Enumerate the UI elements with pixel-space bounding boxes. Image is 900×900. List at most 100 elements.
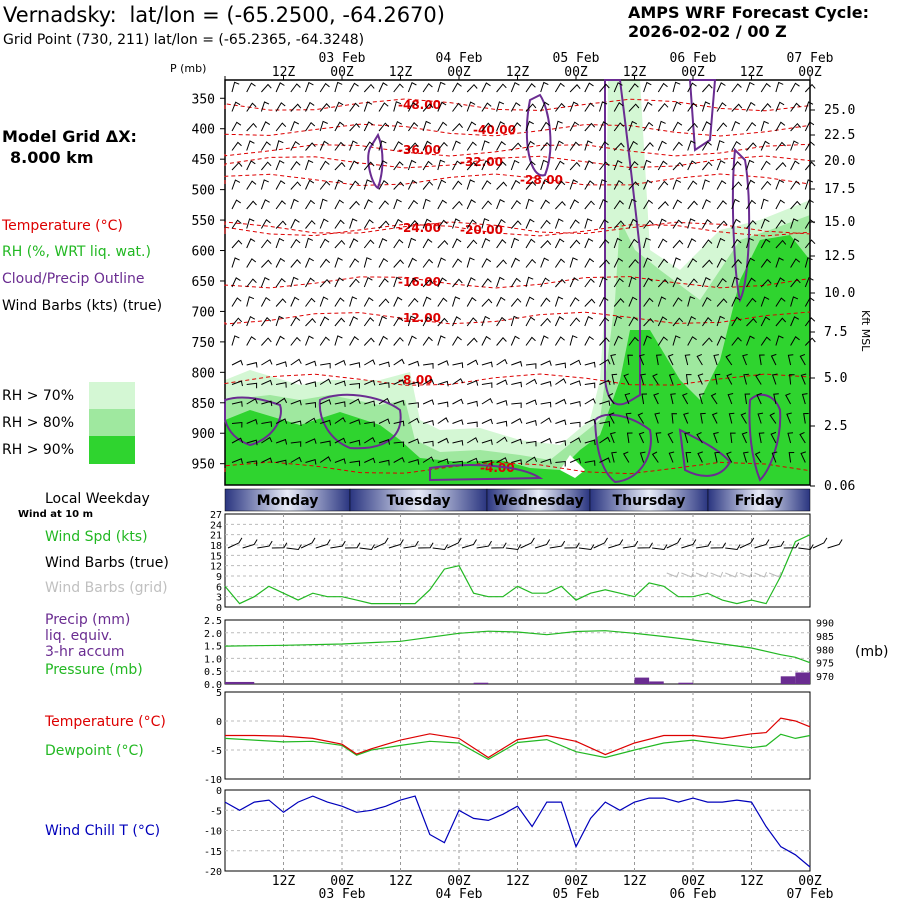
wind-barb xyxy=(584,418,596,425)
wind-barb xyxy=(599,457,611,463)
model-grid-value: 8.000 km xyxy=(10,148,94,167)
wind-barb xyxy=(349,82,359,93)
wind-barb xyxy=(423,440,434,447)
wind-barb xyxy=(770,353,777,366)
wind-barb xyxy=(554,238,565,249)
wind-barb xyxy=(599,239,610,249)
wind-barb xyxy=(731,238,742,249)
wind-barb xyxy=(378,257,389,268)
wind-barb xyxy=(569,317,581,327)
wind-barb xyxy=(672,257,681,268)
wind-barb xyxy=(246,336,256,346)
wind-barb xyxy=(496,161,507,171)
wind-barb xyxy=(275,122,287,132)
wind-ytick-label: 9 xyxy=(216,572,222,583)
surface-wind-barb xyxy=(681,539,697,549)
wind-barb xyxy=(510,257,520,268)
top-date-label: 03 Feb xyxy=(319,51,366,66)
isotherm-label: -8.00 xyxy=(398,373,433,387)
wind-barb xyxy=(804,83,816,93)
wind-barb xyxy=(452,160,462,171)
wind-barb xyxy=(759,354,765,366)
wind-barb xyxy=(746,81,755,93)
weekday-cell xyxy=(707,488,811,512)
wind-barb xyxy=(599,219,609,229)
wind-barb xyxy=(716,140,725,151)
wind-barb xyxy=(611,451,617,463)
wind-barb xyxy=(657,316,668,327)
wind-barb xyxy=(790,278,801,288)
wind-barb xyxy=(701,121,712,132)
wind-barb xyxy=(672,239,684,249)
wind-barb xyxy=(319,316,330,327)
wind-barb xyxy=(378,382,390,388)
wind-barb xyxy=(231,458,243,464)
wind-barb xyxy=(466,359,479,366)
wind-barb xyxy=(408,417,420,424)
wind-barb xyxy=(319,218,329,229)
wind-barb xyxy=(378,361,390,368)
wind-barb xyxy=(393,101,402,112)
wind-barb xyxy=(746,318,757,327)
wind-barb xyxy=(481,122,493,132)
wind-barb xyxy=(525,316,536,327)
wind-barb xyxy=(643,81,652,93)
wind-barb xyxy=(437,417,449,424)
wind-ytick-label: 6 xyxy=(216,582,222,593)
wind-barb xyxy=(584,218,593,229)
top-date-label: 07 Feb xyxy=(787,51,834,66)
cloud-outline xyxy=(318,393,402,450)
grid-wind-barb xyxy=(681,571,694,578)
wind-barb xyxy=(305,335,314,346)
wind-barb xyxy=(775,317,787,327)
temperature-line xyxy=(225,717,811,759)
precip-ytick-label: 2.5 xyxy=(204,616,222,627)
wind-barb xyxy=(731,296,741,307)
chill-ytick-label: 0 xyxy=(216,786,222,797)
wind-barb xyxy=(349,382,361,389)
wind-barb xyxy=(555,440,567,446)
wind-barb xyxy=(452,439,464,446)
wind-barb xyxy=(276,382,287,388)
wind-barb xyxy=(569,121,580,132)
wind-barb xyxy=(554,180,566,190)
wind-barb xyxy=(786,412,792,424)
wind-barb xyxy=(760,160,771,171)
wind-barb xyxy=(525,276,534,288)
wind-barb xyxy=(275,315,284,327)
wind-barb xyxy=(760,180,772,190)
wind-barb xyxy=(231,199,241,210)
wind-barb xyxy=(643,297,654,307)
wind-barb xyxy=(687,238,697,249)
wind-barb xyxy=(746,159,755,171)
wind-barb xyxy=(569,161,581,171)
wind-barb xyxy=(363,179,373,190)
wind-barb xyxy=(775,297,786,307)
pressure-ytick-label: 970 xyxy=(816,672,834,683)
wind-barb xyxy=(319,180,331,190)
isotherm-label: -4.00 xyxy=(480,461,515,475)
wind-barb xyxy=(569,219,580,229)
wind-barb xyxy=(260,179,269,190)
wind-barb xyxy=(437,458,449,465)
pressure-tick-label: 500 xyxy=(192,184,215,199)
wind-barb xyxy=(452,218,461,229)
weekday-label: Tuesday xyxy=(387,493,451,509)
cloud-outline xyxy=(429,464,544,482)
wind-barb xyxy=(437,360,449,366)
wind-barb xyxy=(393,316,404,327)
wind-barb xyxy=(231,121,242,132)
wind-barb xyxy=(290,259,301,268)
wind-barb xyxy=(275,277,286,288)
cloud-outline xyxy=(525,93,552,177)
wind-barb xyxy=(466,199,476,210)
wind-barb xyxy=(466,83,478,93)
wind-barb xyxy=(437,437,449,444)
pressure-tick-label: 400 xyxy=(192,123,215,138)
wind-barb xyxy=(731,103,743,112)
wind-barb xyxy=(555,419,567,426)
surface-wind-barb xyxy=(286,544,302,551)
wind-barb xyxy=(496,276,505,288)
wind-barb xyxy=(246,258,257,268)
wind-barb xyxy=(393,83,404,93)
